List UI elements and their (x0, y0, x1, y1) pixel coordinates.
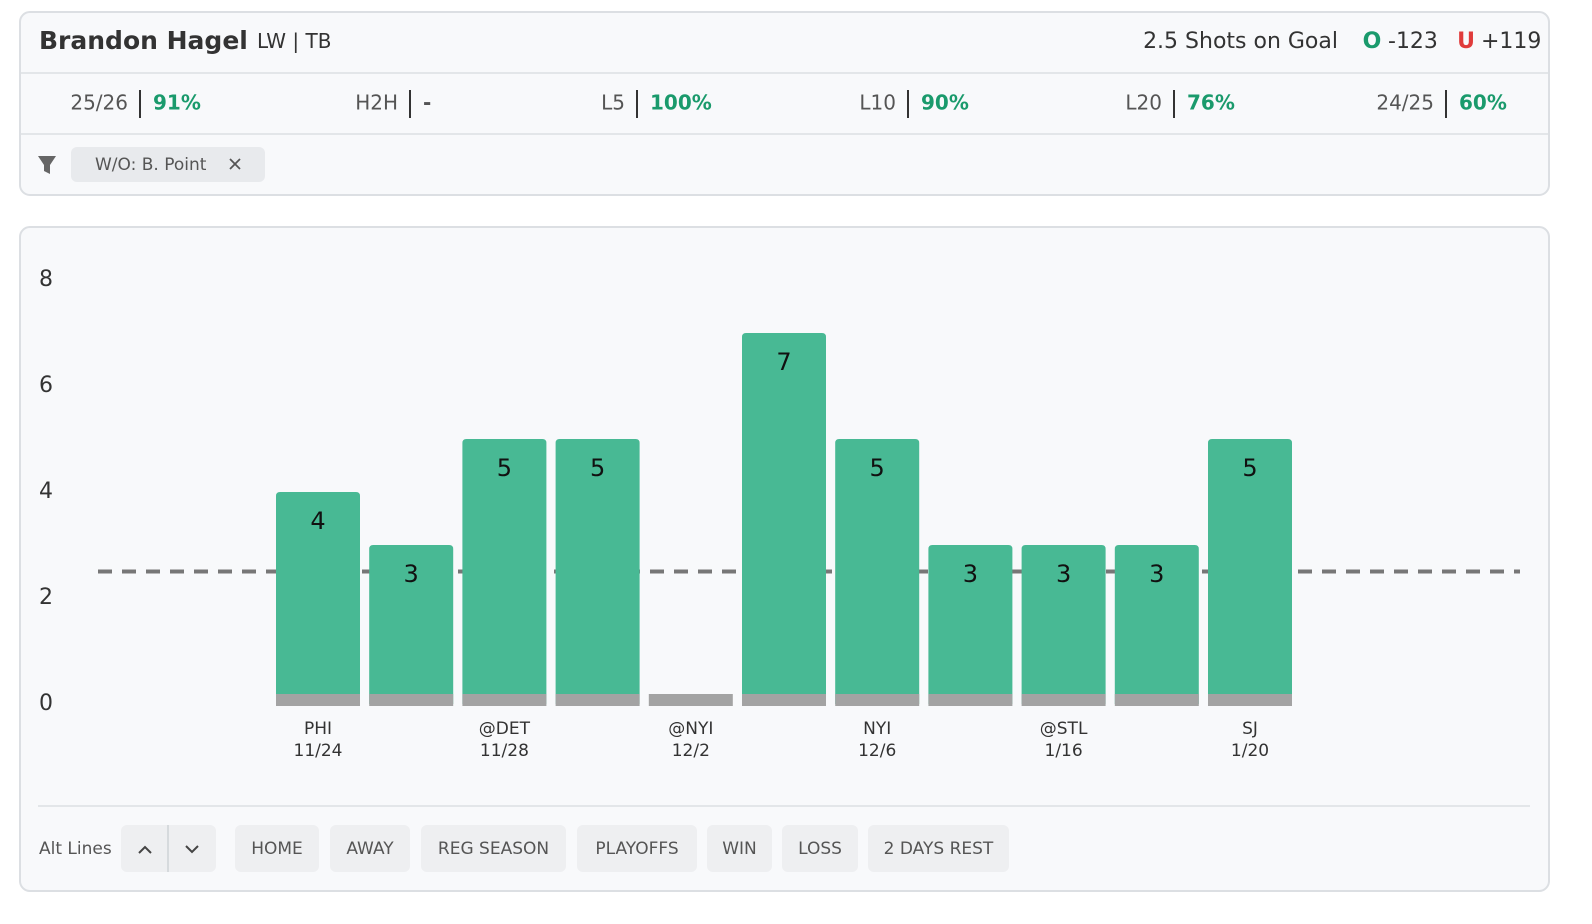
alt-line-up[interactable] (138, 845, 152, 854)
stat-label: H2H (355, 91, 398, 115)
bar[interactable] (1114, 545, 1199, 704)
filter-button[interactable] (330, 825, 410, 872)
bar[interactable] (928, 545, 1013, 704)
y-tick-label: 6 (39, 373, 53, 398)
filter-chip[interactable] (71, 147, 265, 182)
bar-base (555, 694, 640, 706)
bar-base (835, 694, 920, 706)
under-odds[interactable]: +119 (1481, 29, 1541, 54)
player-name: Brandon Hagel (39, 26, 248, 55)
stat-value: - (423, 91, 431, 115)
filter-button-label: REG SEASON (438, 839, 549, 859)
bar-base (369, 694, 454, 706)
alt-lines-label: Alt Lines (39, 839, 112, 859)
stat-label: 24/25 (1376, 91, 1434, 115)
close-stroke (229, 158, 241, 170)
bar-base (1208, 694, 1292, 706)
bar-base (462, 694, 547, 706)
y-tick-label: 0 (39, 691, 53, 716)
bar-value-label: 3 (963, 560, 978, 588)
y-tick-label: 2 (39, 585, 53, 610)
stat-value: 90% (921, 91, 969, 115)
x-tick-date: 1/16 (1045, 741, 1083, 761)
stat-value: 100% (650, 91, 712, 115)
x-tick-date: 1/20 (1231, 741, 1269, 761)
bar-value-label: 5 (497, 454, 512, 482)
x-tick-label: @NYI (668, 719, 713, 739)
filter-button[interactable] (577, 825, 697, 872)
x-tick-label: PHI (304, 719, 332, 739)
x-tick-date: 11/24 (294, 741, 343, 761)
over-label[interactable]: O (1363, 29, 1382, 54)
stat-label: 25/26 (70, 91, 128, 115)
player-position: LW | TB (257, 29, 331, 53)
bar[interactable] (1021, 545, 1106, 704)
bar-value-label: 4 (310, 507, 325, 535)
bar-base (742, 694, 826, 706)
bar[interactable] (462, 439, 547, 704)
player-card (19, 11, 1550, 196)
bar[interactable] (1208, 439, 1292, 704)
x-tick-label: @DET (479, 719, 531, 739)
filter-button[interactable] (235, 825, 319, 872)
filter-button-label: 2 DAYS REST (884, 839, 994, 859)
bar[interactable] (835, 439, 920, 704)
filter-button-label: WIN (722, 839, 757, 859)
over-odds[interactable]: -123 (1388, 29, 1438, 54)
filter-button[interactable] (421, 825, 566, 872)
stat-value: 76% (1187, 91, 1235, 115)
x-tick-label: SJ (1242, 719, 1258, 739)
bar-value-label: 3 (1149, 560, 1164, 588)
stats-row: 25/26 91% H2H - L5 100% L10 90% L20 76% 24/25 60% (70, 90, 1507, 118)
bar-base (1021, 694, 1106, 706)
y-tick-label: 4 (39, 479, 53, 504)
filter-button-label: LOSS (798, 839, 842, 859)
bar[interactable] (555, 439, 640, 704)
stat-label: L10 (859, 91, 896, 115)
filter-buttons: HOME AWAY REG SEASON PLAYOFFS WIN LOSS 2 DAYS … (235, 825, 1009, 872)
bar[interactable] (276, 492, 360, 704)
filter-button-label: AWAY (346, 839, 394, 859)
bar-base (928, 694, 1013, 706)
stat-value: 91% (153, 91, 201, 115)
filter-button[interactable] (707, 825, 772, 872)
filter-button[interactable] (868, 825, 1009, 872)
filter-chip-label: W/O: B. Point (95, 155, 207, 175)
under-label[interactable]: U (1457, 29, 1475, 54)
bar-value-label: 5 (870, 454, 885, 482)
bar[interactable] (369, 545, 454, 704)
chip-close[interactable] (229, 158, 241, 170)
x-tick-date: 11/28 (480, 741, 529, 761)
stat-value: 60% (1459, 91, 1507, 115)
bar-value-label: 3 (1056, 560, 1071, 588)
stat-label: L5 (601, 91, 625, 115)
prop-line: 2.5 Shots on Goal (1143, 29, 1338, 54)
bar-value-label: 3 (404, 560, 419, 588)
filter-button-label: HOME (251, 839, 303, 859)
bar-value-label: 5 (590, 454, 605, 482)
bar-base (648, 694, 733, 706)
chart: 024684PHI11/2435@DET11/285@NYI12/275NYI1… (39, 267, 1520, 761)
alt-line-down[interactable] (185, 845, 199, 854)
filter-button[interactable] (782, 825, 858, 872)
bar-base (1114, 694, 1199, 706)
bar-base (276, 694, 360, 706)
filter-icon[interactable] (38, 156, 56, 174)
player-heading: Brandon Hagel LW | TB (39, 26, 331, 55)
x-tick-date: 12/6 (858, 741, 896, 761)
y-tick-label: 8 (39, 267, 53, 292)
x-tick-label: @STL (1040, 719, 1088, 739)
x-tick-label: NYI (863, 719, 891, 739)
funnel (38, 156, 56, 174)
bar[interactable] (742, 333, 826, 704)
x-tick-date: 12/2 (672, 741, 710, 761)
filter-button-label: PLAYOFFS (595, 839, 678, 859)
bar-value-label: 5 (1242, 454, 1257, 482)
bar-value-label: 7 (776, 348, 791, 376)
stat-label: L20 (1125, 91, 1162, 115)
